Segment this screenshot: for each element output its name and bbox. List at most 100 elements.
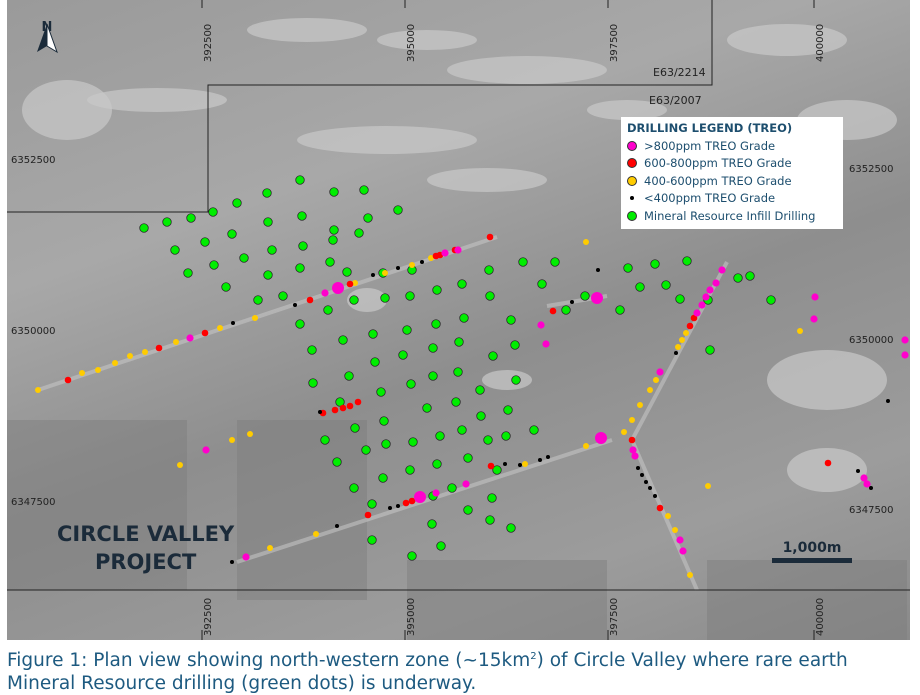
drill-hole-lt400ppm (335, 524, 339, 528)
drill-hole-lt400ppm (371, 273, 375, 277)
infill-drill-hole (635, 282, 645, 292)
drill-hole-gt800ppm (679, 547, 687, 555)
drill-hole-gt800ppm (432, 489, 440, 497)
infill-drill-hole (298, 241, 308, 251)
drill-hole-gt800ppm (595, 432, 607, 444)
infill-drill-hole (170, 245, 180, 255)
infill-drill-hole (329, 187, 339, 197)
drill-hole-gt800ppm (712, 279, 720, 287)
drill-hole-gt800ppm (629, 446, 637, 454)
drill-hole-gt800ppm (860, 474, 868, 482)
drill-hole-gt800ppm (718, 266, 726, 274)
salt-lake (427, 168, 547, 192)
drill-hole-400-600ppm (79, 370, 85, 376)
drill-hole-gt800ppm (901, 336, 909, 344)
drill-hole-600-800ppm (339, 404, 347, 412)
infill-drill-hole (492, 465, 502, 475)
drill-hole-gt800ppm (656, 368, 664, 376)
infill-drill-hole (332, 457, 342, 467)
drill-hole-600-800ppm (155, 344, 163, 352)
legend-item-400-600: 400-600ppm TREO Grade (627, 172, 837, 190)
infill-drill-hole (363, 213, 373, 223)
infill-drill-hole (431, 319, 441, 329)
drill-hole-gt800ppm (441, 249, 449, 257)
easting-top-4: 400000 (815, 23, 826, 62)
infill-drill-hole (428, 343, 438, 353)
infill-drill-hole (227, 229, 237, 239)
drill-hole-600-800ppm (64, 376, 72, 384)
drill-hole-400-600ppm (683, 330, 689, 336)
infill-drill-hole (295, 319, 305, 329)
infill-drill-hole (487, 493, 497, 503)
paddock-field (237, 420, 367, 600)
northing-left-3: 6347500 (11, 497, 56, 508)
drill-hole-400-600ppm (382, 270, 388, 276)
infill-drill-hole (405, 465, 415, 475)
northing-left-1: 6352500 (11, 155, 56, 166)
caption-superscript: 2 (530, 651, 537, 662)
salt-lake (787, 448, 867, 492)
drill-hole-600-800ppm (824, 459, 832, 467)
scale-bar: 1,000m (772, 540, 852, 563)
figure-caption: Figure 1: Plan view showing north-wester… (7, 645, 848, 695)
infill-drill-hole (263, 217, 273, 227)
drill-hole-lt400ppm (318, 410, 322, 414)
infill-drill-hole (320, 435, 330, 445)
drill-hole-lt400ppm (886, 399, 890, 403)
project-title-line1: CIRCLE VALLEY (57, 522, 235, 546)
drill-hole-400-600ppm (583, 239, 589, 245)
infill-drill-hole (323, 305, 333, 315)
drill-hole-gt800ppm (186, 334, 194, 342)
infill-drill-hole (232, 198, 242, 208)
salt-lake (22, 80, 112, 140)
infill-drill-hole (451, 397, 461, 407)
infill-drill-hole (162, 217, 172, 227)
legend-label: <400ppm TREO Grade (644, 191, 776, 206)
caption-text: Figure 1: Plan view showing north-wester… (7, 650, 531, 672)
drill-hole-lt400ppm (640, 473, 644, 477)
drill-hole-400-600ppm (352, 280, 358, 286)
infill-drill-hole (263, 270, 273, 280)
infill-drill-hole (422, 403, 432, 413)
infill-drill-hole (550, 257, 560, 267)
drill-hole-lt400ppm (674, 351, 678, 355)
drill-hole-400-600ppm (672, 527, 678, 533)
drill-hole-400-600ppm (705, 483, 711, 489)
drill-hole-400-600ppm (95, 367, 101, 373)
drill-hole-400-600ppm (583, 443, 589, 449)
drill-hole-gt800ppm (811, 293, 819, 301)
drill-hole-400-600ppm (35, 387, 41, 393)
infill-drill-hole (209, 260, 219, 270)
infill-drill-hole (376, 387, 386, 397)
drill-hole-gt800ppm (676, 536, 684, 544)
infill-drill-hole (682, 256, 692, 266)
northing-right-1: 6352500 (849, 164, 894, 175)
drill-hole-lt400ppm (396, 266, 400, 270)
infill-drill-hole (435, 431, 445, 441)
drill-hole-600-800ppm (354, 398, 362, 406)
infill-drill-hole (349, 295, 359, 305)
scale-bar-line (772, 558, 852, 563)
drill-hole-lt400ppm (570, 300, 574, 304)
track (630, 439, 699, 591)
drill-hole-lt400ppm (503, 462, 507, 466)
infill-drill-hole (239, 253, 249, 263)
drill-hole-600-800ppm (628, 436, 636, 444)
north-arrow-icon (37, 23, 58, 54)
drill-hole-lt400ppm (420, 260, 424, 264)
infill-drill-hole (378, 473, 388, 483)
drill-hole-gt800ppm (591, 292, 603, 304)
salt-lake (482, 370, 532, 390)
infill-drill-hole (476, 411, 486, 421)
caption-line2: Mineral Resource drilling (green dots) i… (7, 673, 477, 695)
magenta-dot-icon (627, 140, 637, 151)
drill-hole-400-600ppm (797, 328, 803, 334)
drill-hole-lt400ppm (869, 486, 873, 490)
drill-hole-gt800ppm (202, 446, 210, 454)
project-title-line2: PROJECT (94, 550, 197, 574)
drill-hole-gt800ppm (242, 553, 250, 561)
infill-drill-hole (221, 282, 231, 292)
paddock-field (707, 560, 907, 640)
easting-top-1: 392500 (203, 23, 214, 62)
green-dot-icon (627, 210, 637, 221)
